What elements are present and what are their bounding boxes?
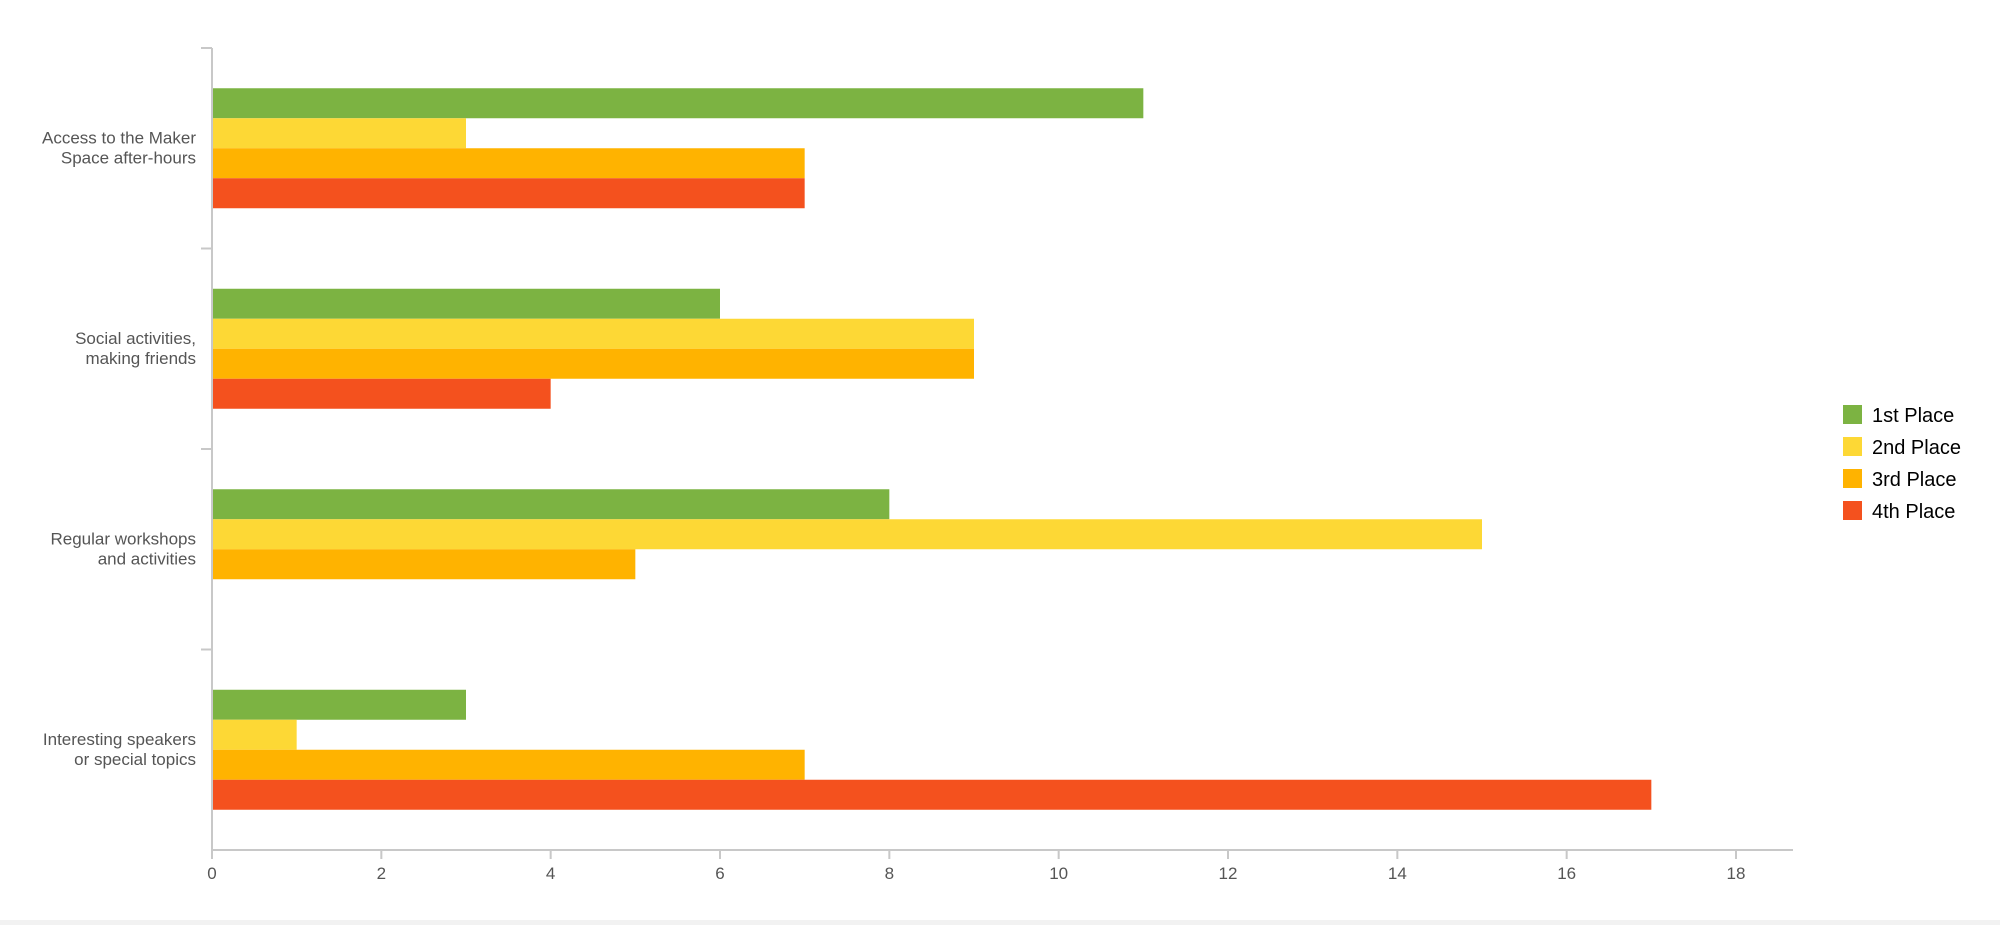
- legend-label: 1st Place: [1872, 405, 1954, 427]
- bar-1-series-3: [212, 148, 805, 179]
- category-labels: Access to the Maker Space after-hours Soci…: [42, 128, 196, 769]
- x-tick-label: 16: [1557, 864, 1576, 883]
- legend-swatch: [1843, 437, 1862, 456]
- category-label: Social activities, making friends: [75, 329, 196, 368]
- bar-1-series-1: [212, 88, 1144, 119]
- bar-4-series-1: [212, 689, 466, 720]
- x-tick-label: 14: [1388, 864, 1407, 883]
- legend-swatch: [1843, 469, 1862, 488]
- x-tick-label: 0: [207, 864, 216, 883]
- bars: [212, 88, 1652, 810]
- footer-divider: [0, 920, 2000, 925]
- bar-4-series-2: [212, 719, 297, 750]
- bar-2-series-1: [212, 288, 720, 319]
- bar-2-series-4: [212, 378, 551, 409]
- x-tick-labels: 0 2 4 6 8 10 12 14 16 18: [207, 864, 1745, 883]
- x-tick-label: 2: [377, 864, 386, 883]
- bar-4-series-3: [212, 749, 805, 780]
- x-tick-label: 8: [885, 864, 894, 883]
- legend-label: 3rd Place: [1872, 469, 1957, 491]
- x-tick-label: 12: [1219, 864, 1238, 883]
- category-label: Interesting speakers or special topics: [43, 730, 196, 769]
- x-tick-label: 6: [715, 864, 724, 883]
- legend-swatch: [1843, 501, 1862, 520]
- x-tick-label: 10: [1049, 864, 1068, 883]
- bar-2-series-3: [212, 348, 974, 379]
- bar-3-series-2: [212, 519, 1482, 550]
- bar-4-series-4: [212, 779, 1652, 810]
- legend-label: 2nd Place: [1872, 437, 1961, 459]
- bar-3-series-3: [212, 549, 636, 580]
- bar-2-series-2: [212, 318, 974, 349]
- x-tick-label: 18: [1727, 864, 1746, 883]
- category-label: Access to the Maker Space after-hours: [42, 128, 196, 167]
- axes: [201, 47, 1793, 859]
- bar-1-series-2: [212, 118, 466, 149]
- legend: 1st Place 2nd Place 3rd Place 4th Place: [1843, 405, 1961, 523]
- legend-label: 4th Place: [1872, 501, 1955, 523]
- x-tick-label: 4: [546, 864, 555, 883]
- bar-1-series-4: [212, 178, 805, 209]
- category-label: Regular workshops and activities: [50, 529, 196, 568]
- legend-swatch: [1843, 405, 1862, 424]
- bar-3-series-1: [212, 489, 890, 520]
